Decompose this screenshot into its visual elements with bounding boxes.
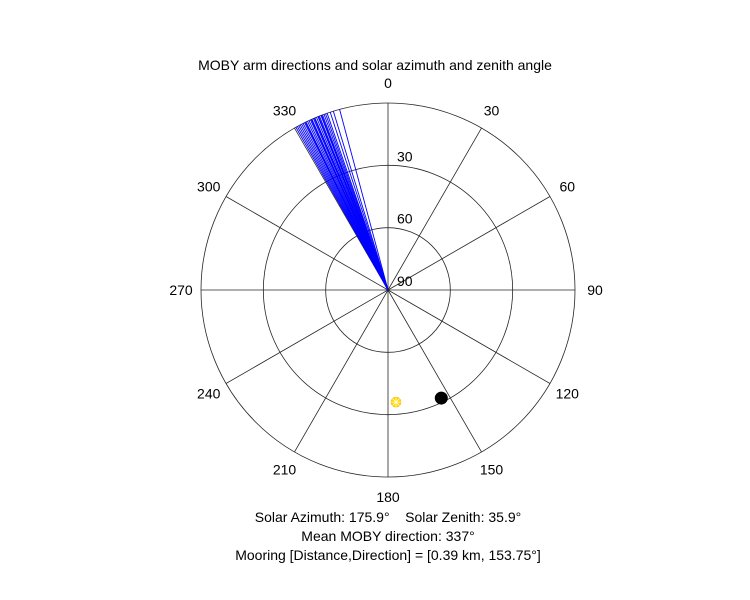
angle-tick-label: 120 [556, 386, 580, 402]
spoke-line [387, 196, 551, 291]
angle-tick-label: 330 [273, 103, 297, 119]
spoke-line [294, 289, 389, 453]
moby-arm-line [321, 115, 389, 291]
sun-ray [395, 398, 400, 403]
angle-tick-label: 270 [169, 282, 193, 298]
spoke-line [225, 196, 389, 291]
angle-tick-label: 210 [273, 461, 297, 477]
mean-moby-info: Mean MOBY direction: 337° [301, 528, 475, 544]
radial-tick-label: 30 [397, 148, 413, 164]
angle-tick-label: 30 [484, 103, 500, 119]
moby-arm-line [313, 117, 389, 291]
angle-tick-label: 0 [384, 75, 392, 91]
moby-arm-line [326, 113, 389, 291]
sun-ray [392, 401, 397, 406]
spoke-line [387, 289, 482, 453]
moby-arm-line [339, 109, 389, 291]
spoke-line [225, 289, 389, 384]
radial-tick-label: 60 [397, 211, 413, 227]
mooring-dot [434, 391, 448, 405]
angle-tick-label: 300 [197, 179, 221, 195]
radial-tick-label: 90 [397, 273, 413, 289]
tick-labels: 0 30 60 90 120 150 180 210 240 270 300 330 30 60 90 [169, 75, 603, 505]
sun-ray [395, 401, 400, 406]
angle-tick-label: 90 [587, 282, 603, 298]
moby-arm-line [329, 112, 389, 291]
solar-info: Solar Azimuth: 175.9° Solar Zenith: 35.9… [254, 509, 522, 525]
sun-marker [390, 396, 402, 408]
angle-tick-label: 180 [376, 489, 400, 505]
angle-tick-label: 60 [559, 179, 575, 195]
data-layer [295, 109, 448, 408]
spoke-line [387, 127, 482, 291]
chart-title: MOBY arm directions and solar azimuth an… [198, 57, 552, 73]
moby-arm-line [305, 122, 389, 291]
angle-tick-label: 150 [480, 461, 504, 477]
moby-arm-line [318, 116, 389, 291]
moby-arm-line [332, 111, 389, 291]
moby-arm-line [310, 119, 389, 291]
sun-ray [392, 398, 397, 403]
spoke-line [387, 289, 551, 384]
polar-grid [200, 102, 576, 478]
mooring-info: Mooring [Distance,Direction] = [0.39 km,… [235, 547, 541, 563]
angle-tick-label: 240 [197, 386, 221, 402]
